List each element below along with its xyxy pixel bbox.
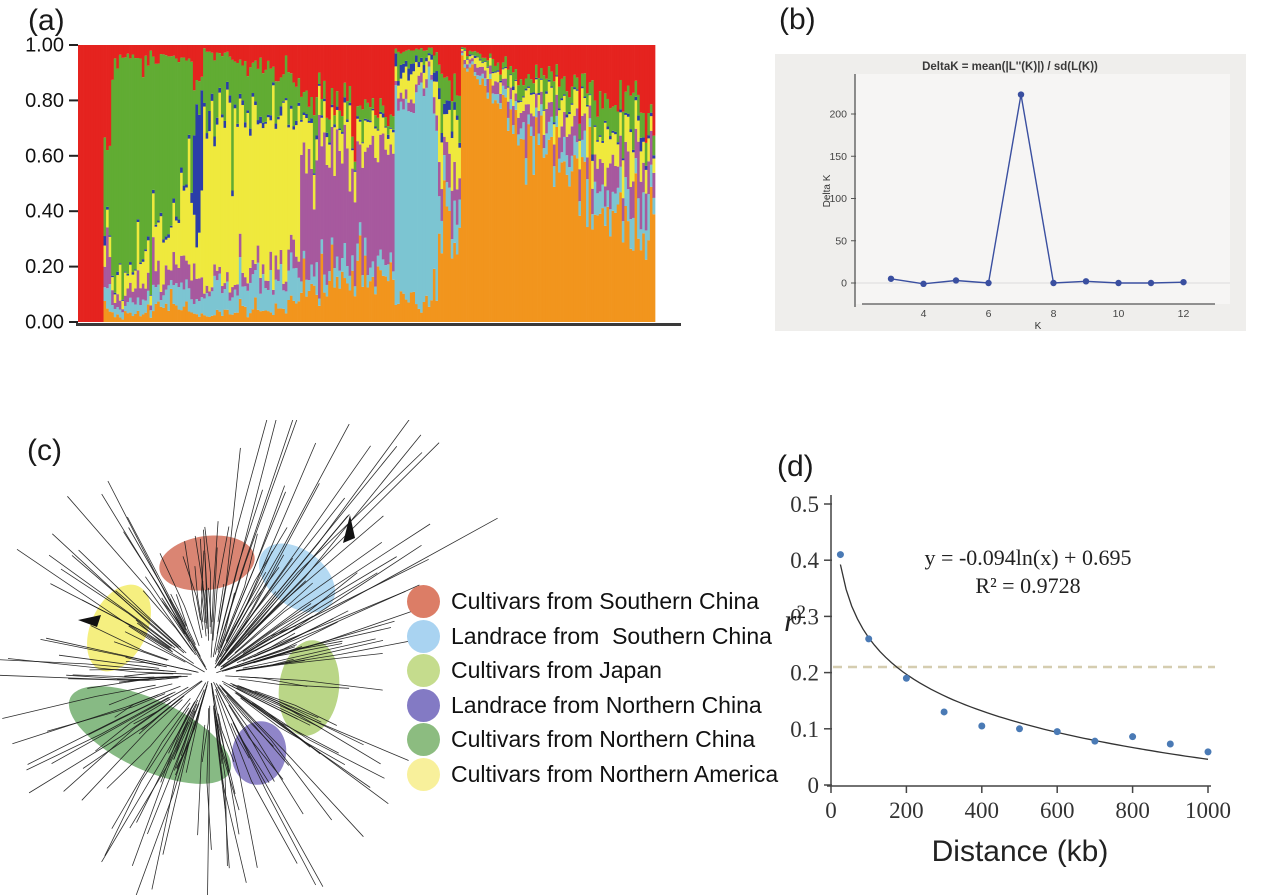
legend-item: Cultivars from Northern China xyxy=(407,723,778,756)
y-tick-label: 0.60 xyxy=(25,145,64,167)
data-point xyxy=(1166,740,1174,748)
data-point xyxy=(1180,278,1187,286)
x-tick-label: 400 xyxy=(965,798,1000,823)
data-point xyxy=(978,722,986,730)
legend-item: Cultivars from Southern China xyxy=(407,585,778,618)
data-point xyxy=(952,277,960,284)
trendline-equation: y = -0.094ln(x) + 0.695 xyxy=(925,545,1132,570)
data-point xyxy=(1204,748,1212,756)
data-point xyxy=(1017,91,1025,98)
panel-label-a: (a) xyxy=(28,4,65,37)
cluster-ellipse xyxy=(87,584,151,672)
plot-title: DeltaK = mean(|L''(K)|) / sd(L(K)) xyxy=(922,61,1098,73)
legend-swatch-icon xyxy=(407,585,440,618)
branch-wedge xyxy=(343,515,355,543)
tree-branches xyxy=(0,420,498,895)
y-tick-label: 0.40 xyxy=(25,201,64,223)
legend-label: Cultivars from Southern China xyxy=(451,588,760,614)
data-point xyxy=(836,551,844,559)
data-point xyxy=(920,280,927,288)
data-point xyxy=(1129,733,1137,741)
y-tick-label: 0.80 xyxy=(25,90,64,112)
y-tick-label: 150 xyxy=(829,151,847,163)
structure-plot: 1.00 0.80 0.60 0.40 0.20 0.00 xyxy=(25,35,681,334)
x-tick-label: 10 xyxy=(1113,308,1125,320)
legend-item: Landrace from Southern China xyxy=(407,619,778,653)
x-tick-label: 1000 xyxy=(1185,798,1231,823)
y-tick-label: 0 xyxy=(808,773,820,798)
cluster-ellipse xyxy=(159,535,255,591)
legend-swatch-icon xyxy=(407,619,440,653)
data-point xyxy=(940,708,948,716)
data-point xyxy=(985,279,992,287)
y-tick-label: 200 xyxy=(829,109,847,121)
ld-decay-plot: 0 0.1 0.2 0.3 0.4 0.5 0 200 400 600 800 1000 y = -0.… xyxy=(784,492,1231,868)
data-point xyxy=(1050,279,1057,287)
x-tick-label: 4 xyxy=(921,308,927,320)
y-axis-label: r2 xyxy=(784,602,806,638)
tree-legend: Cultivars from Southern China Landrace fr… xyxy=(407,585,778,791)
x-tick-label: 800 xyxy=(1115,798,1150,823)
y-tick-label: 0.2 xyxy=(790,661,819,686)
data-point xyxy=(902,674,910,682)
legend-label: Cultivars from Northern China xyxy=(451,726,756,752)
legend-swatch-icon xyxy=(407,757,440,791)
legend-label: Landrace from Southern China xyxy=(451,622,772,649)
x-tick-label: 6 xyxy=(986,308,992,320)
legend-swatch-icon xyxy=(407,688,440,722)
x-tick-label: 12 xyxy=(1178,308,1190,320)
branch-wedge xyxy=(78,615,101,627)
x-tick-label: 0 xyxy=(825,798,837,823)
data-point xyxy=(1091,737,1099,745)
cluster-ellipse xyxy=(231,721,287,785)
legend-label: Cultivars from Northern America xyxy=(451,760,779,787)
data-point xyxy=(1082,278,1090,285)
y-tick-label: 0 xyxy=(841,278,847,290)
legend-swatch-icon xyxy=(407,654,440,687)
structure-bars xyxy=(78,45,656,323)
deltak-line xyxy=(890,94,1184,285)
legend-item: Cultivars from Northern America xyxy=(407,757,779,791)
panel-label-b: (b) xyxy=(779,3,816,36)
y-tick-label: 0.1 xyxy=(790,717,819,742)
data-point xyxy=(1053,728,1061,736)
legend-swatch-icon xyxy=(407,723,440,756)
trendline-r2: R² = 0.9728 xyxy=(975,573,1080,598)
legend-item: Landrace from Northern China xyxy=(407,688,778,722)
cluster-ellipse xyxy=(68,686,232,784)
legend-label: Landrace from Northern China xyxy=(451,691,762,718)
data-point xyxy=(1115,279,1122,287)
plot-background xyxy=(855,74,1230,304)
y-tick-label: 1.00 xyxy=(25,35,64,57)
x-tick-label: 200 xyxy=(889,798,924,823)
trendline xyxy=(839,564,1209,760)
y-tick-label: 100 xyxy=(829,193,847,205)
x-axis-label: Distance (kb) xyxy=(932,835,1109,868)
y-tick-label: 0.3 xyxy=(790,604,819,629)
data-point xyxy=(1016,725,1023,733)
data-point xyxy=(887,275,895,282)
deltak-plot-panel: DeltaK = mean(|L''(K)|) / sd(L(K)) 0 50 100… xyxy=(775,54,1246,331)
x-tick-label: 8 xyxy=(1051,308,1057,320)
y-tick-label: 0.00 xyxy=(25,312,64,334)
y-axis-label: Delta K xyxy=(822,174,833,207)
y-tick-label: 50 xyxy=(835,235,847,247)
data-point xyxy=(865,635,873,643)
deltak-plot: DeltaK = mean(|L''(K)|) / sd(L(K)) 0 50 100… xyxy=(822,61,1230,331)
panel-label-d: (d) xyxy=(777,450,814,483)
y-tick-label: 0.4 xyxy=(790,548,819,573)
legend-label: Cultivars from Japan xyxy=(451,657,662,683)
legend-item: Cultivars from Japan xyxy=(407,654,778,687)
x-tick-label: 600 xyxy=(1040,798,1075,823)
y-tick-label: 0.20 xyxy=(25,256,64,278)
panel-label-c: (c) xyxy=(27,434,62,467)
phylogenetic-tree xyxy=(0,420,498,895)
y-tick-label: 0.5 xyxy=(790,492,819,517)
x-axis-label: K xyxy=(1035,321,1042,331)
data-point xyxy=(1147,279,1155,287)
